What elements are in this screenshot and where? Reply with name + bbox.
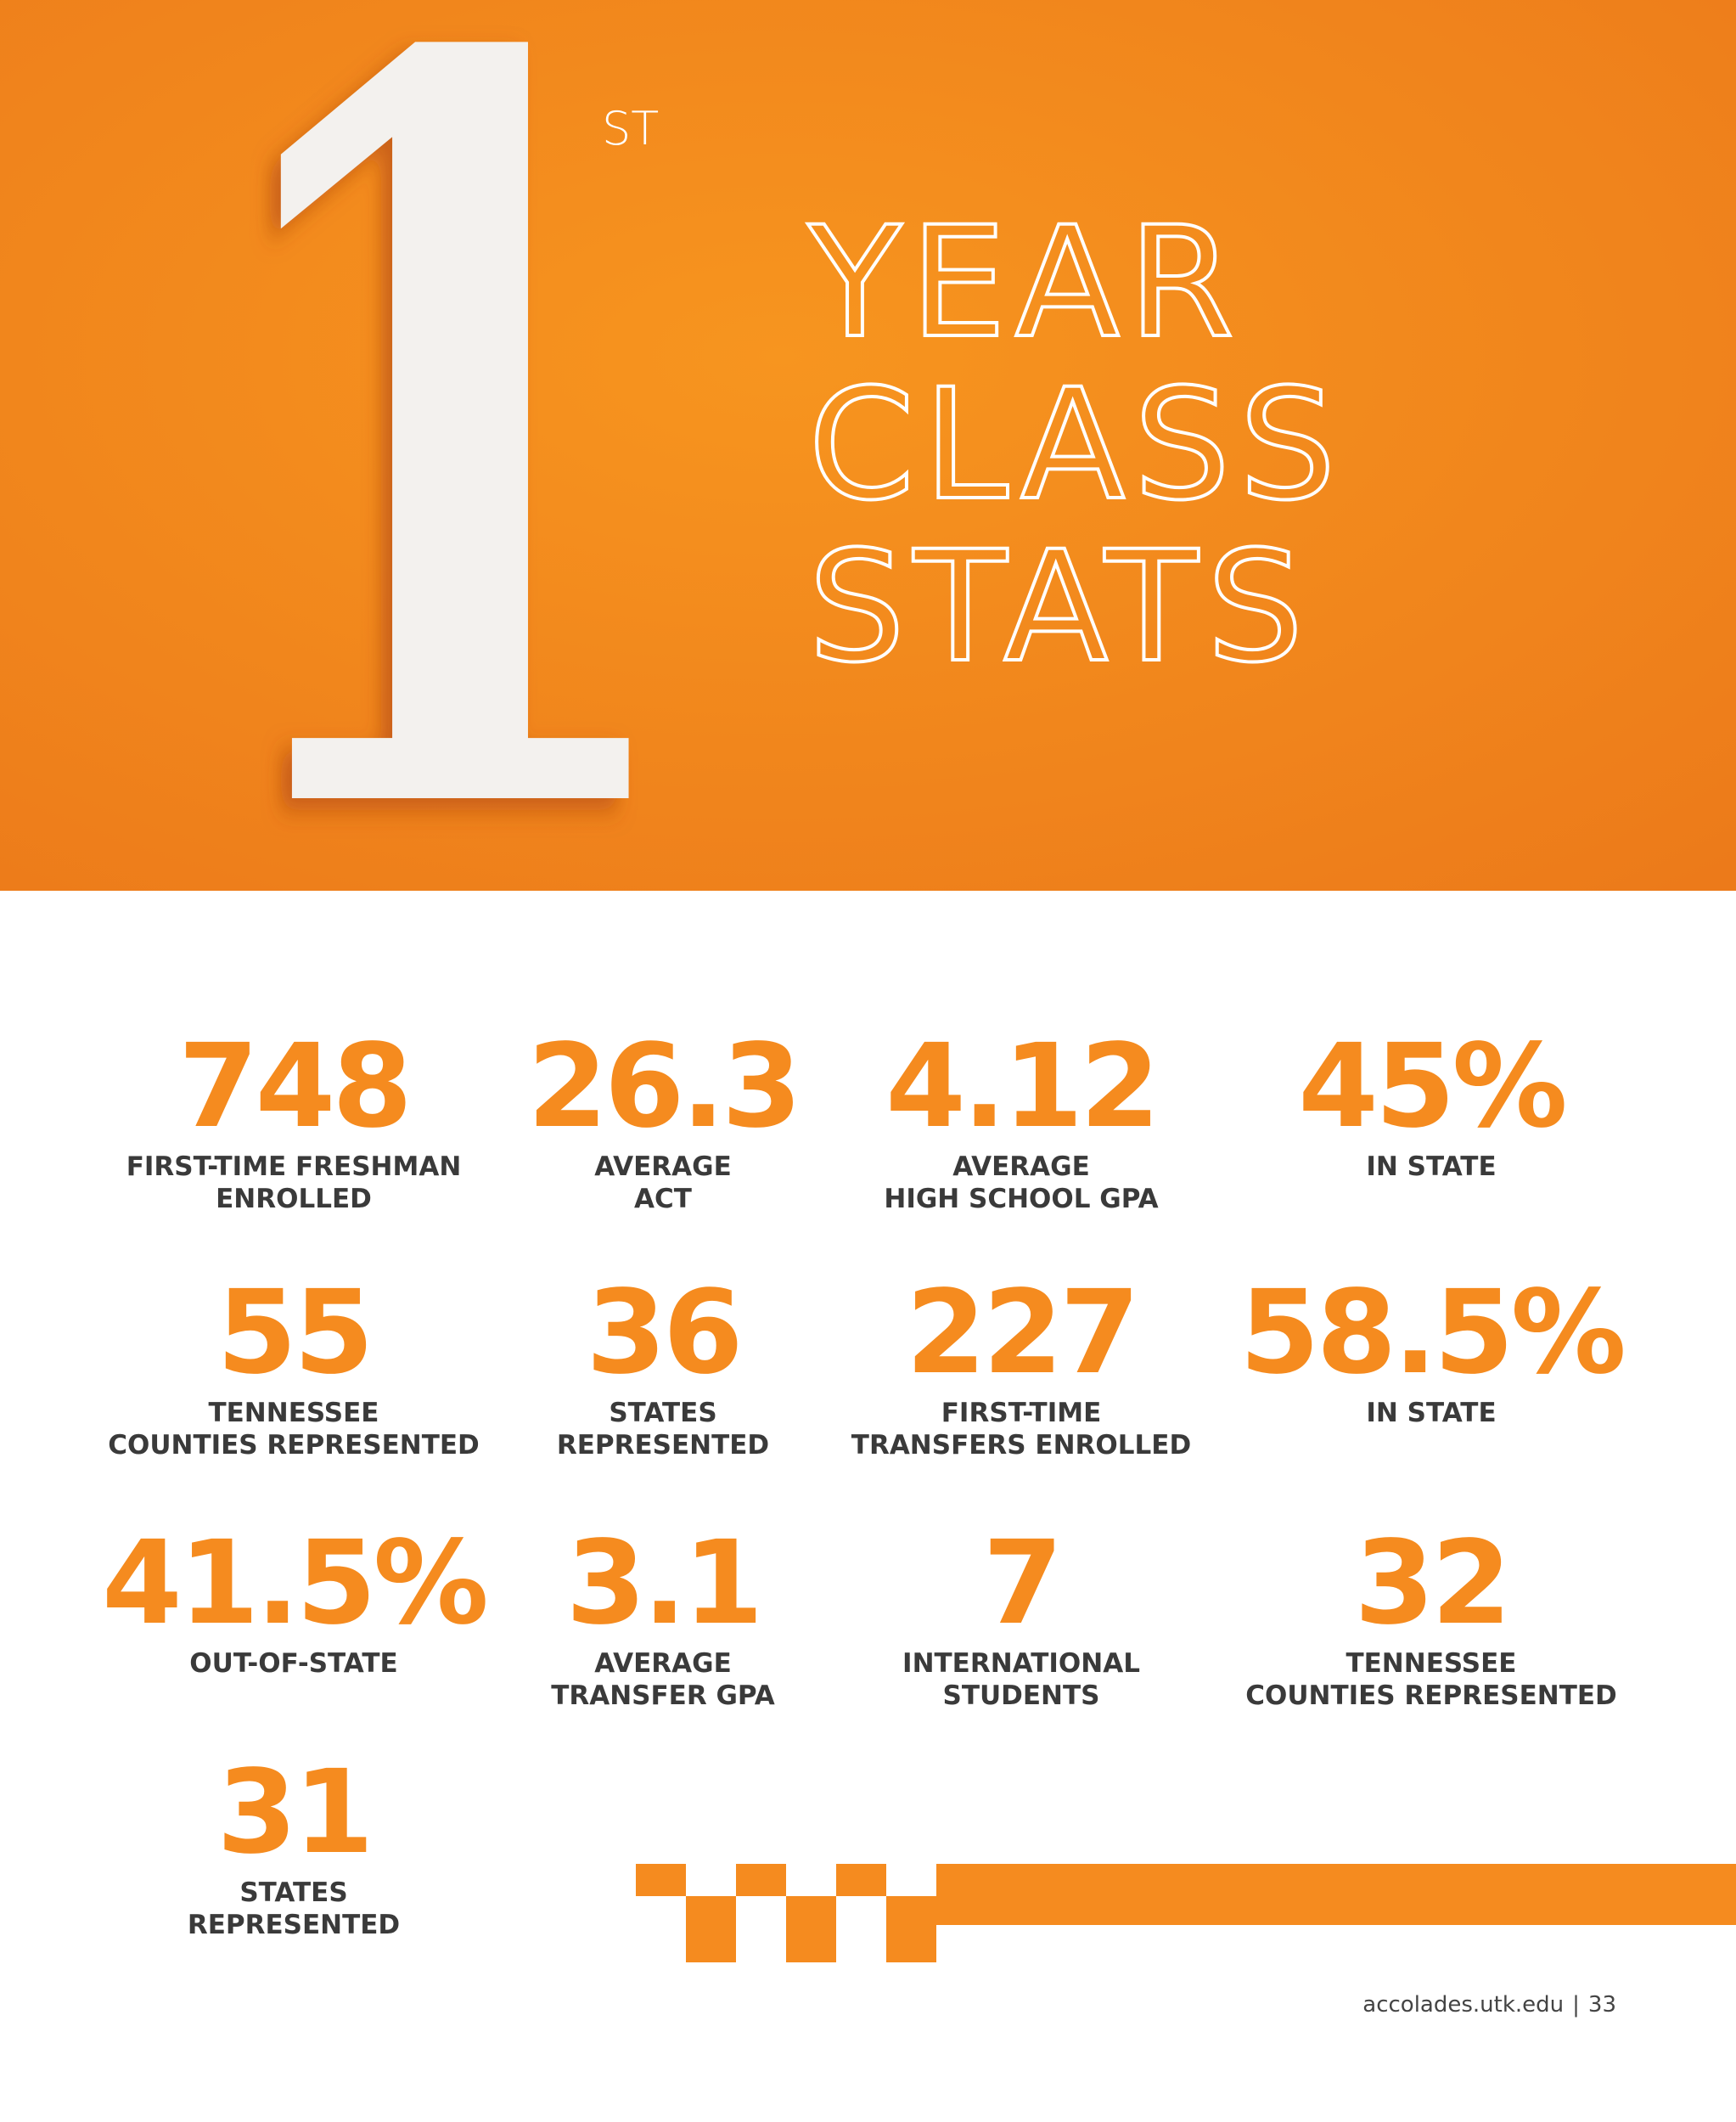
stat-label: FIRST-TIME FRESHMAN <box>126 1151 462 1182</box>
stat: 36 STATES REPRESENTED <box>442 1269 884 1461</box>
stat-label: REPRESENTED <box>187 1910 401 1940</box>
stat-value: 748 <box>178 1020 413 1154</box>
stat-label: FIRST-TIME <box>941 1398 1102 1428</box>
stat-label: TRANSFER GPA <box>551 1680 775 1711</box>
stat-value: 26.3 <box>527 1020 802 1154</box>
stat-label: STUDENTS <box>942 1680 1100 1711</box>
stat-label: REPRESENTED <box>556 1430 770 1461</box>
stat-value: 3.1 <box>565 1517 764 1651</box>
stat-value: 41.5% <box>102 1517 489 1651</box>
stat-label: INTERNATIONAL <box>902 1648 1140 1679</box>
stat-label: AVERAGE <box>594 1151 732 1182</box>
stat: 227 FIRST-TIME TRANSFERS ENROLLED <box>801 1269 1242 1461</box>
stat: 58.5% IN STATE <box>1211 1269 1652 1429</box>
stat-label: AVERAGE <box>594 1648 732 1679</box>
stat-label: IN STATE <box>1366 1398 1497 1428</box>
ordinal-suffix: ST <box>602 102 659 155</box>
checker-decoration <box>636 1864 1736 1962</box>
stat-value: 58.5% <box>1239 1266 1626 1400</box>
stat: 31 STATES REPRESENTED <box>73 1749 514 1941</box>
numeral: 1 <box>191 0 701 891</box>
page-number: 33 <box>1587 1992 1616 2018</box>
title-line: CLASS <box>808 357 1345 534</box>
stat-value: 32 <box>1354 1517 1511 1651</box>
stat-label: IN STATE <box>1366 1151 1497 1182</box>
stat-label: COUNTIES REPRESENTED <box>108 1430 480 1461</box>
stat-label: ENROLLED <box>216 1184 372 1214</box>
stat-label: TRANSFERS ENROLLED <box>851 1430 1192 1461</box>
stat-label: COUNTIES REPRESENTED <box>1245 1680 1617 1711</box>
stat: 45% IN STATE <box>1211 1023 1652 1183</box>
stat: 32 TENNESSEE COUNTIES REPRESENTED <box>1211 1520 1652 1712</box>
stat: 55 TENNESSEE COUNTIES REPRESENTED <box>73 1269 514 1461</box>
stat-value: 227 <box>906 1266 1140 1400</box>
footer-site: accolades.utk.edu <box>1362 1992 1565 2018</box>
stat-label: STATES <box>609 1398 717 1428</box>
stat: 3.1 AVERAGE TRANSFER GPA <box>442 1520 884 1712</box>
stat: 4.12 AVERAGE HIGH SCHOOL GPA <box>801 1023 1242 1215</box>
stat: 748 FIRST-TIME FRESHMAN ENROLLED <box>73 1023 514 1215</box>
stat: 41.5% OUT-OF-STATE <box>73 1520 514 1680</box>
stat-label: STATES <box>239 1877 348 1908</box>
footer: accolades.utk.edu | 33 <box>1354 1992 1616 2018</box>
banner-background <box>0 0 1736 891</box>
stat-value: 4.12 <box>885 1020 1160 1154</box>
stat-label: TENNESSEE <box>208 1398 379 1428</box>
stat-value: 31 <box>216 1746 374 1880</box>
stat-value: 55 <box>216 1266 374 1400</box>
stat-value: 36 <box>586 1266 743 1400</box>
stat-value: 7 <box>982 1517 1064 1651</box>
stat-value: 45% <box>1298 1020 1568 1154</box>
stat: 26.3 AVERAGE ACT <box>442 1023 884 1215</box>
title-line: STATS <box>808 519 1312 696</box>
stat-label: HIGH SCHOOL GPA <box>884 1184 1159 1214</box>
title-line: YEAR <box>807 194 1243 372</box>
stat-label: ACT <box>634 1184 692 1214</box>
stat-label: OUT-OF-STATE <box>189 1648 398 1679</box>
stat: 7 INTERNATIONAL STUDENTS <box>801 1520 1242 1712</box>
footer-separator: | <box>1572 1992 1580 2018</box>
stat-label: AVERAGE <box>952 1151 1090 1182</box>
stat-label: TENNESSEE <box>1346 1648 1517 1679</box>
